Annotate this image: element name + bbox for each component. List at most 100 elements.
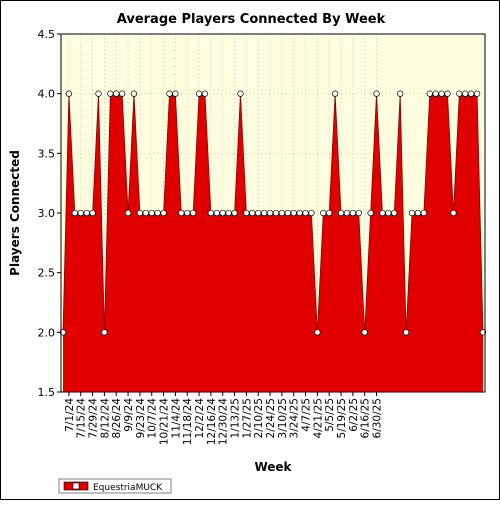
y-tick-label: 3.5 <box>38 147 56 160</box>
data-point <box>124 209 132 217</box>
x-tick-label: 4/21/25 <box>312 398 324 438</box>
x-tick-label: 5/5/25 <box>324 398 336 432</box>
series-area <box>63 93 483 393</box>
data-point <box>266 209 274 217</box>
data-point <box>255 209 262 217</box>
data-point <box>213 209 220 217</box>
data-point <box>397 90 404 97</box>
data-point <box>450 209 457 217</box>
y-tick-label: 4.0 <box>38 88 56 101</box>
data-point <box>83 209 90 217</box>
data-point <box>130 90 138 97</box>
data-point <box>243 209 250 217</box>
data-point <box>479 329 487 336</box>
x-tick-label: 11/4/24 <box>170 398 182 439</box>
x-tick-label: 4/7/25 <box>301 398 313 432</box>
x-tick-label: 6/2/25 <box>348 398 360 432</box>
data-point <box>438 90 445 97</box>
x-tick-label: 7/29/24 <box>88 398 100 439</box>
data-point <box>237 90 244 97</box>
data-point <box>71 209 78 217</box>
data-point <box>426 90 433 97</box>
data-point <box>184 209 191 217</box>
y-tick-label: 2.0 <box>38 326 56 339</box>
legend-marker-icon <box>72 482 80 490</box>
data-point <box>148 209 155 217</box>
y-tick-label: 3.0 <box>38 207 56 220</box>
x-axis-label: Week <box>254 460 292 474</box>
data-point <box>142 209 149 217</box>
legend: EquestriaMUCK <box>58 478 172 494</box>
data-point <box>201 90 209 97</box>
data-point <box>432 90 439 97</box>
data-point <box>355 209 362 217</box>
data-point <box>119 90 126 97</box>
data-point <box>107 90 114 97</box>
x-tick-label: 11/18/24 <box>182 398 194 445</box>
x-tick-label: 6/30/25 <box>372 398 384 438</box>
data-point <box>101 329 108 336</box>
x-tick-label: 6/16/25 <box>360 398 372 438</box>
x-tick-label: 3/24/25 <box>289 398 301 438</box>
x-tick-label: 12/16/24 <box>206 398 218 445</box>
data-point <box>113 90 120 97</box>
data-point <box>189 209 197 217</box>
data-point <box>320 209 327 217</box>
x-axis: 7/1/24 7/15/24 7/29/24 8/12/24 8/26/24 9/9/24… <box>64 392 384 445</box>
data-point <box>468 90 475 97</box>
data-point <box>77 209 84 217</box>
data-point <box>136 209 144 217</box>
y-axis: 1.5 2.0 2.5 3.0 3.5 4.0 4.5 <box>38 28 61 399</box>
x-tick-label: 1/13/25 <box>230 398 242 438</box>
data-point <box>219 209 226 217</box>
data-point <box>296 209 303 217</box>
data-point <box>349 209 357 217</box>
data-point <box>326 209 333 217</box>
data-point <box>444 90 451 97</box>
data-point <box>462 90 469 97</box>
data-point <box>278 209 286 217</box>
data-point <box>414 209 422 217</box>
data-point <box>314 329 321 336</box>
data-point <box>391 209 398 217</box>
data-point <box>272 209 280 217</box>
y-axis-label: Players Connected <box>8 150 22 276</box>
data-point <box>95 90 102 97</box>
x-tick-label: 2/24/25 <box>265 398 277 438</box>
data-point <box>178 209 185 217</box>
data-point <box>408 209 416 217</box>
chart-title: Average Players Connected By Week <box>117 12 386 27</box>
x-tick-label: 8/26/24 <box>111 398 123 439</box>
data-point <box>207 209 215 217</box>
x-tick-label: 12/2/24 <box>194 398 206 439</box>
data-point <box>308 209 315 217</box>
data-point <box>290 209 297 217</box>
data-point <box>166 90 173 97</box>
data-point <box>361 329 368 336</box>
y-tick-label: 1.5 <box>38 386 56 399</box>
data-points <box>59 90 487 336</box>
x-tick-label: 12/30/24 <box>218 398 230 445</box>
data-point <box>402 329 410 336</box>
data-point <box>373 90 380 97</box>
data-point <box>379 209 386 217</box>
data-point <box>160 209 167 217</box>
data-point <box>284 209 291 217</box>
data-point <box>260 209 268 217</box>
x-tick-label: 10/21/24 <box>159 398 171 445</box>
data-point <box>367 209 374 217</box>
data-point <box>65 90 73 97</box>
y-tick-label: 2.5 <box>38 267 56 280</box>
data-point <box>343 209 351 217</box>
x-tick-label: 5/19/25 <box>336 398 348 438</box>
y-tick-label: 4.5 <box>38 28 56 41</box>
data-point <box>89 209 96 217</box>
data-point <box>456 90 463 97</box>
data-point <box>420 209 427 217</box>
data-point <box>302 209 309 217</box>
x-tick-label: 3/10/25 <box>277 398 289 438</box>
data-point <box>225 209 232 217</box>
data-point <box>249 209 256 217</box>
legend-entry-equestriamuck: EquestriaMUCK <box>93 483 163 493</box>
